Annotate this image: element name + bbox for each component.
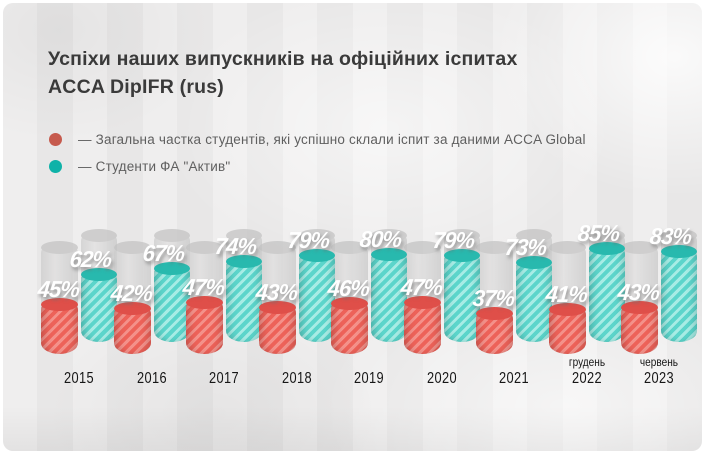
bar-global [476,307,513,354]
legend-dot-global [49,133,62,146]
value-label-aktiv: 83% [648,223,693,249]
bar-global [258,301,296,354]
bar-global [113,302,151,354]
legend-label-global: — Загальна частка студентів, які успішно… [78,132,586,147]
legend-dot-aktiv [49,160,62,173]
bar-group: 47% 79% 2020 [399,225,480,435]
bar-global [331,297,368,354]
legend-item-aktiv: — Студенти ФА "Актив" [49,153,586,180]
value-label-aktiv: 74% [213,233,258,259]
bar-group: 45% 62% 2015 [37,225,117,435]
value-label-aktiv: 73% [503,234,548,260]
bar-group: 42% 67% 2016 [109,225,190,435]
bar-aktiv [661,245,697,342]
legend-item-global: — Загальна частка студентів, які успішно… [49,126,586,153]
title-line-1: Успіхи наших випускників на офіційних іс… [48,48,518,70]
value-label-global: 37% [471,285,516,311]
category-label: 2020 [426,370,457,387]
category-sublabel: грудень [568,355,605,369]
bar-group: 37% 73% 2021 [472,225,552,435]
category-sublabel: червень [639,355,679,369]
category-label: 2016 [136,370,167,387]
bar-global [548,303,586,354]
infographic-card: Успіхи наших випускників на офіційних іс… [3,3,702,451]
value-label-global: 47% [399,274,443,300]
value-label-global: 43% [616,279,661,305]
category-label: 2015 [63,370,95,387]
value-label-aktiv: 67% [141,240,185,266]
value-label-global: 45% [36,276,81,302]
bar-global [186,296,223,354]
track-aktiv-cap [81,229,117,242]
category-label: 2017 [208,370,240,387]
bar-global [621,301,658,354]
category-label: 2019 [353,370,385,387]
bar-group: 47% 74% 2017 [182,225,262,435]
category-label: 2023 [643,370,675,387]
value-label-aktiv: 79% [286,227,330,253]
value-label-global: 42% [109,280,153,306]
bar-group: 43% 79% 2018 [254,225,335,435]
bar-group: 46% 80% 2019 [327,225,407,435]
legend-label-aktiv: — Студенти ФА "Актив" [78,159,231,174]
category-label: 2021 [498,370,530,387]
value-label-aktiv: 80% [358,226,403,252]
category-label: 2018 [281,370,312,387]
bar-group: 41% 85% грудень 2022 [544,220,625,435]
bar-global [403,296,441,354]
legend: — Загальна частка студентів, які успішно… [49,126,586,180]
value-label-global: 43% [254,279,298,305]
value-label-global: 47% [181,274,226,300]
chart-title: Успіхи наших випускників на офіційних іс… [48,45,518,101]
value-label-aktiv: 85% [576,220,620,246]
bar-group: 43% 83% червень 2023 [617,223,697,435]
title-line-2: ACCA DipIFR (rus) [48,76,224,98]
value-label-global: 46% [326,275,371,301]
value-label-global: 41% [544,281,588,307]
bar-global [41,298,78,354]
value-label-aktiv: 62% [68,246,113,272]
category-label: 2022 [571,370,602,387]
chart-area: 45% 62% 2015 42% 67% 2016 47% 74% 2017 43% 79% 2018… [37,220,701,435]
value-label-aktiv: 79% [431,227,475,253]
